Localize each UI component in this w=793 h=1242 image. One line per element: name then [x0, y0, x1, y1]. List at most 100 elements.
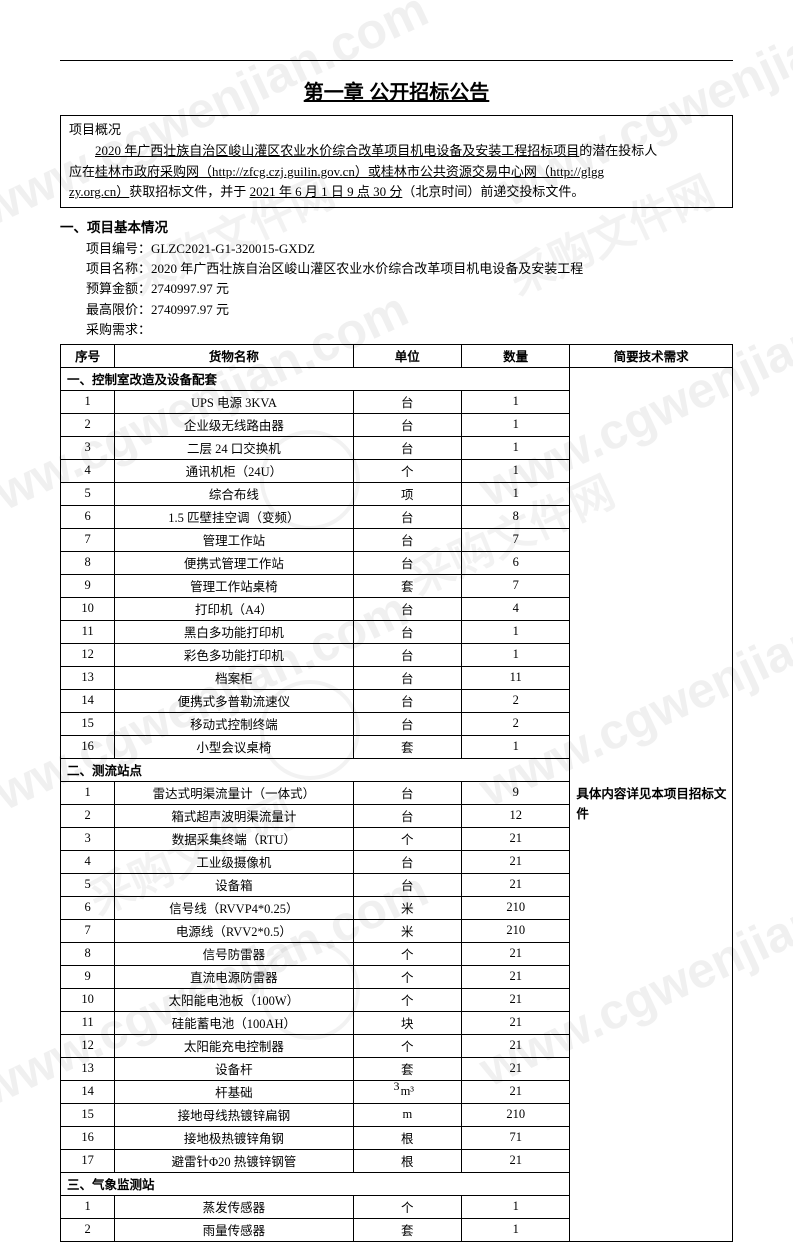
project-name: 项目名称：2020 年广西壮族自治区峻山灌区农业水价综合改革项目机电设备及安装工… [86, 259, 733, 279]
overview-u3: zy.org.cn） [69, 184, 129, 199]
cell: 14 [61, 689, 115, 712]
cell: 1 [462, 1195, 570, 1218]
cell: 12 [61, 643, 115, 666]
cell: 6 [61, 896, 115, 919]
cell: 信号防雷器 [115, 942, 353, 965]
cell: 档案柜 [115, 666, 353, 689]
cell: 5 [61, 873, 115, 896]
cell: 210 [462, 919, 570, 942]
cell: 个 [353, 1034, 461, 1057]
th-name: 货物名称 [115, 344, 353, 367]
cell: 210 [462, 1103, 570, 1126]
section-row: 一、控制室改造及设备配套具体内容详见本项目招标文件 [61, 367, 733, 390]
cell: 台 [353, 643, 461, 666]
overview-t3: 获取招标文件，并于 [129, 184, 249, 199]
cell: 台 [353, 689, 461, 712]
th-qty: 数量 [462, 344, 570, 367]
cell: 个 [353, 942, 461, 965]
cell: 套 [353, 1057, 461, 1080]
cell: 硅能蓄电池（100AH） [115, 1011, 353, 1034]
cell: 16 [61, 1126, 115, 1149]
cell: m [353, 1103, 461, 1126]
cell: 1 [462, 1218, 570, 1241]
cell: 2 [462, 712, 570, 735]
cell: 21 [462, 850, 570, 873]
cell: 太阳能充电控制器 [115, 1034, 353, 1057]
overview-t1: 的潜在投标人 [579, 143, 657, 158]
cell: 8 [462, 505, 570, 528]
cell: 3 [61, 436, 115, 459]
cell: 雨量传感器 [115, 1218, 353, 1241]
cell: 3 [61, 827, 115, 850]
cell: 12 [462, 804, 570, 827]
cell: 13 [61, 666, 115, 689]
section-cell: 一、控制室改造及设备配套 [61, 367, 570, 390]
cell: 台 [353, 597, 461, 620]
cell: 12 [61, 1034, 115, 1057]
cell: 4 [61, 459, 115, 482]
overview-u4: 2021 年 6 月 1 日 9 点 30 分 [250, 184, 403, 199]
cell: 个 [353, 1195, 461, 1218]
cell: 蒸发传感器 [115, 1195, 353, 1218]
cell: 6 [61, 505, 115, 528]
cell: 个 [353, 988, 461, 1011]
table-header-row: 序号 货物名称 单位 数量 简要技术需求 [61, 344, 733, 367]
overview-t2: 应在 [69, 164, 95, 179]
th-unit: 单位 [353, 344, 461, 367]
cell: 个 [353, 827, 461, 850]
cell: 8 [61, 551, 115, 574]
cell: 1 [462, 482, 570, 505]
cell: 小型会议桌椅 [115, 735, 353, 758]
cell: 2 [61, 413, 115, 436]
cell: 移动式控制终端 [115, 712, 353, 735]
cell: 2 [61, 804, 115, 827]
cell: 1 [462, 390, 570, 413]
cell: 7 [462, 528, 570, 551]
cell: 项 [353, 482, 461, 505]
cell: 4 [61, 850, 115, 873]
cell: 1 [462, 643, 570, 666]
cell: 9 [61, 574, 115, 597]
cell: 13 [61, 1057, 115, 1080]
cell: 11 [61, 620, 115, 643]
cell: 6 [462, 551, 570, 574]
cell: 综合布线 [115, 482, 353, 505]
cell: 5 [61, 482, 115, 505]
cell: 21 [462, 988, 570, 1011]
cell: 数据采集终端（RTU） [115, 827, 353, 850]
cell: 1 [462, 620, 570, 643]
cell: 台 [353, 413, 461, 436]
cell: 通讯机柜（24U） [115, 459, 353, 482]
cell: 管理工作站 [115, 528, 353, 551]
cell: 21 [462, 1011, 570, 1034]
cell: 台 [353, 666, 461, 689]
cell: 便携式管理工作站 [115, 551, 353, 574]
cell: 1 [61, 1195, 115, 1218]
cell: 接地母线热镀锌扁钢 [115, 1103, 353, 1126]
section-cell: 二、测流站点 [61, 758, 570, 781]
cell: 21 [462, 1149, 570, 1172]
cell: 黑白多功能打印机 [115, 620, 353, 643]
cell: 根 [353, 1126, 461, 1149]
cell: 21 [462, 965, 570, 988]
cell: 接地极热镀锌角钢 [115, 1126, 353, 1149]
cell: 太阳能电池板（100W） [115, 988, 353, 1011]
cell: 台 [353, 436, 461, 459]
cell: UPS 电源 3KVA [115, 390, 353, 413]
th-seq: 序号 [61, 344, 115, 367]
project-code: 项目编号：GLZC2021-G1-320015-GXDZ [86, 239, 733, 259]
cell: 21 [462, 942, 570, 965]
cell: 根 [353, 1149, 461, 1172]
cell: 信号线（RVVP4*0.25） [115, 896, 353, 919]
cell: 箱式超声波明渠流量计 [115, 804, 353, 827]
basic-heading: 一、项目基本情况 [60, 216, 733, 236]
cell: 1.5 匹壁挂空调（变频） [115, 505, 353, 528]
cell: 7 [462, 574, 570, 597]
cell: 台 [353, 781, 461, 804]
cell: 21 [462, 1057, 570, 1080]
cell: 设备杆 [115, 1057, 353, 1080]
cell: 21 [462, 873, 570, 896]
table-body: 一、控制室改造及设备配套具体内容详见本项目招标文件1UPS 电源 3KVA台12… [61, 367, 733, 1241]
cell: 台 [353, 712, 461, 735]
cell: 4 [462, 597, 570, 620]
